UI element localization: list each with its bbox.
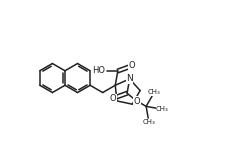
Text: O: O: [128, 61, 135, 70]
Text: CH₃: CH₃: [148, 89, 161, 95]
Text: O: O: [134, 96, 140, 106]
Text: HO: HO: [92, 66, 105, 75]
Text: CH₃: CH₃: [156, 106, 168, 112]
Text: O: O: [110, 94, 116, 103]
Text: N: N: [126, 74, 133, 83]
Text: CH₃: CH₃: [142, 119, 155, 126]
